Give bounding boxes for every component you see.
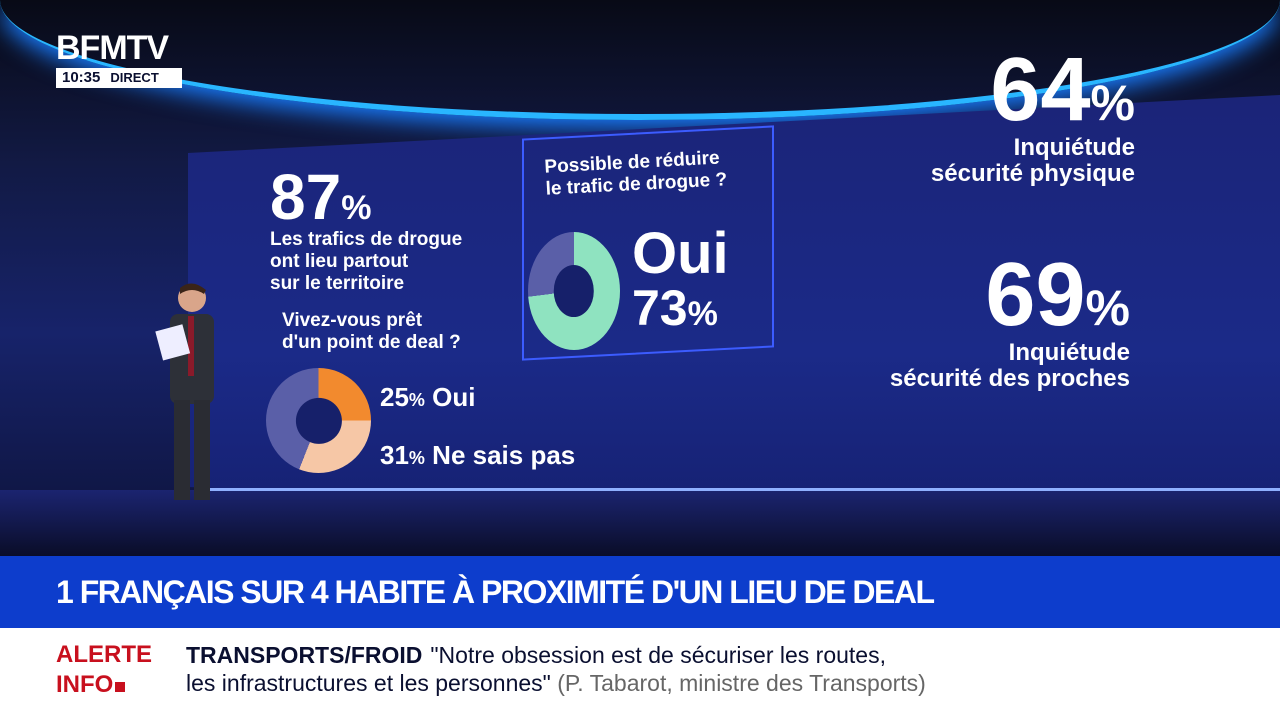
presenter (155, 283, 214, 500)
stat-text: Inquiétude (1013, 134, 1135, 161)
legend-unit: % (408, 390, 425, 410)
donut-chart-deal (266, 368, 371, 473)
studio-background: 87% Les trafics de drogue ont lieu parto… (0, 0, 1280, 556)
live-clock: 10:35 DIRECT (56, 68, 182, 88)
ticker-line-2: les infrastructures et les personnes" (P… (186, 668, 926, 698)
alert-word: ALERTE (56, 641, 152, 668)
answer-unit: % (687, 295, 718, 333)
stat-unit: % (341, 189, 372, 227)
stat-text: Inquiétude (1008, 339, 1130, 366)
donut-chart-reduce (528, 232, 620, 350)
floor-light-line (200, 488, 1280, 491)
legend-value: 31 (380, 440, 409, 470)
ticker-line-1: TRANSPORTS/FROID "Notre obsession est de … (186, 640, 886, 670)
question-text: Vivez-vous prêt (282, 310, 423, 331)
stat-69-panel: 69% Inquiétude sécurité des proches (830, 250, 1130, 392)
legend-label: Ne sais pas (432, 440, 576, 470)
stat-text: ont lieu partout (270, 251, 409, 272)
stat-unit: % (1085, 280, 1130, 336)
ticker-quote: "Notre obsession est de sécuriser les ro… (430, 642, 886, 668)
stat-value: 69 (985, 245, 1086, 345)
stat-text: Les trafics de drogue (270, 229, 463, 250)
ticker-quote: les infrastructures et les personnes" (186, 670, 551, 696)
legend-unit: % (408, 448, 425, 468)
stat-unit: % (1090, 75, 1135, 131)
question-1: Vivez-vous prêt d'un point de deal ? (282, 310, 461, 354)
headline-banner: 1 FRANÇAIS SUR 4 HABITE À PROXIMITÉ D'UN… (0, 556, 1280, 628)
answer-value: 73 (632, 280, 688, 336)
legend-value: 25 (380, 382, 409, 412)
legend-oui: 25% Oui (380, 382, 476, 413)
ticker-category: TRANSPORTS/FROID (186, 642, 423, 668)
legend-ne-sais-pas: 31% Ne sais pas (380, 440, 575, 471)
ticker-source: (P. Tabarot, ministre des Transports) (557, 670, 926, 696)
stat-text: sécurité des proches (889, 365, 1130, 392)
stat-value: 87 (270, 161, 342, 233)
alert-info-label: ALERTE INFO (56, 640, 152, 700)
ceiling-light-arc (0, 0, 1280, 120)
stat-text: sécurité physique (930, 160, 1135, 187)
channel-logo: BFMTV (56, 29, 169, 67)
answer-label: Oui (632, 221, 729, 286)
stat-value: 64 (990, 40, 1091, 140)
question-text: d'un point de deal ? (282, 332, 461, 353)
legend-label: Oui (432, 382, 476, 412)
live-label: DIRECT (110, 70, 159, 85)
answer-oui-73: Oui 73% (632, 225, 729, 334)
video-wall (188, 95, 1280, 525)
news-ticker: ALERTE INFO TRANSPORTS/FROID "Notre obses… (0, 628, 1280, 720)
stat-64-panel: 64% Inquiétude sécurité physique (860, 45, 1135, 187)
stat-87-panel: 87% Les trafics de drogue ont lieu parto… (270, 165, 495, 295)
time: 10:35 (62, 69, 101, 86)
studio-floor (0, 490, 1280, 556)
square-icon (115, 682, 126, 692)
stat-text: sur le territoire (270, 273, 405, 294)
headline-text: 1 FRANÇAIS SUR 4 HABITE À PROXIMITÉ D'UN… (56, 574, 935, 610)
info-word: INFO (56, 671, 114, 698)
